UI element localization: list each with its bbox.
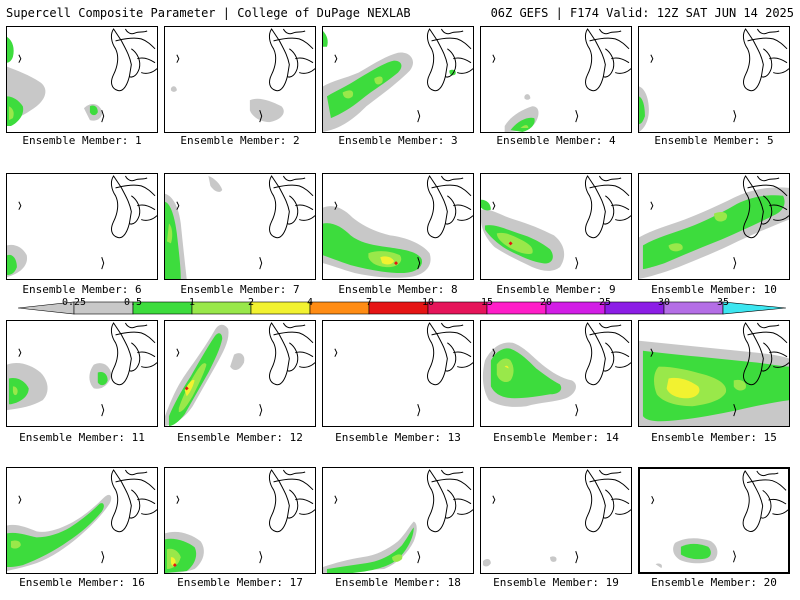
ensemble-member-label: Ensemble Member: 19	[493, 576, 619, 589]
scp-contour-map	[165, 175, 315, 279]
ensemble-member-14-map	[480, 320, 632, 427]
colorbar-tick-label: 35	[716, 297, 730, 308]
ensemble-member-label: Ensemble Member: 1	[22, 134, 142, 147]
scp-contour-map	[170, 28, 315, 123]
scp-contour-map	[7, 28, 157, 127]
ensemble-member-18-map	[322, 467, 474, 574]
colorbar-tick-label: 4	[306, 297, 314, 308]
scp-contour-map	[165, 469, 315, 573]
scp-contour-map	[482, 322, 631, 417]
ensemble-member-16-map	[6, 467, 158, 574]
ensemble-member-label: Ensemble Member: 7	[180, 283, 300, 296]
ensemble-member-label: Ensemble Member: 2	[180, 134, 300, 147]
colorbar-segment	[663, 301, 724, 315]
ensemble-member-20-map	[638, 467, 790, 574]
colorbar-segment	[486, 301, 547, 315]
colorbar-tick-label: 7	[365, 297, 373, 308]
ensemble-member-3-map	[322, 26, 474, 133]
scp-contour-map	[7, 469, 157, 572]
colorbar-tick-label: 25	[598, 297, 612, 308]
colorbar-tick-label: 30	[657, 297, 671, 308]
ensemble-member-19-map	[480, 467, 632, 574]
ensemble-member-label: Ensemble Member: 10	[651, 283, 777, 296]
ensemble-member-11-map	[6, 320, 158, 427]
scp-contour-map	[165, 322, 315, 426]
colorbar-tick-label: 0.25	[61, 297, 87, 308]
colorbar-tick-label: 1	[188, 297, 196, 308]
ensemble-member-label: Ensemble Member: 13	[335, 431, 461, 444]
colorbar-tick-label: 2	[247, 297, 255, 308]
scp-contour-map	[639, 175, 789, 279]
colorbar-tick-label: 10	[421, 297, 435, 308]
colorbar-tick-label: 15	[480, 297, 494, 308]
ensemble-member-label: Ensemble Member: 16	[19, 576, 145, 589]
colorbar-legend	[18, 301, 786, 315]
ensemble-member-label: Ensemble Member: 8	[338, 283, 458, 296]
colorbar-segment	[545, 301, 606, 315]
scp-contour-map	[7, 175, 157, 278]
ensemble-member-label: Ensemble Member: 3	[338, 134, 458, 147]
ensemble-member-label: Ensemble Member: 6	[22, 283, 142, 296]
scp-contour-map	[639, 322, 789, 426]
colorbar-segment	[604, 301, 665, 315]
scp-contour-map	[323, 469, 473, 573]
colorbar-tick-label: 20	[539, 297, 553, 308]
scp-contour-map	[482, 469, 631, 567]
ensemble-member-17-map	[164, 467, 316, 574]
scp-contour-map	[492, 28, 631, 132]
ensemble-member-label: Ensemble Member: 15	[651, 431, 777, 444]
colorbar-tick-label: 0.5	[123, 297, 143, 308]
colorbar-segment	[191, 301, 252, 315]
ensemble-member-10-map	[638, 173, 790, 280]
scp-contour-map	[639, 28, 789, 132]
scp-contour-map	[334, 322, 473, 417]
ensemble-member-label: Ensemble Member: 14	[493, 431, 619, 444]
scp-contour-map	[651, 470, 788, 569]
ensemble-member-label: Ensemble Member: 5	[654, 134, 774, 147]
ensemble-member-1-map	[6, 26, 158, 133]
colorbar-segment	[368, 301, 429, 315]
ensemble-member-label: Ensemble Member: 4	[496, 134, 616, 147]
ensemble-member-9-map	[480, 173, 632, 280]
scp-contour-map	[323, 175, 473, 278]
ensemble-member-4-map	[480, 26, 632, 133]
ensemble-member-13-map	[322, 320, 474, 427]
scp-contour-map	[323, 28, 473, 132]
ensemble-member-6-map	[6, 173, 158, 280]
colorbar-arrow-right	[722, 301, 786, 315]
ensemble-member-12-map	[164, 320, 316, 427]
scp-contour-map	[481, 175, 631, 271]
ensemble-member-8-map	[322, 173, 474, 280]
ensemble-member-label: Ensemble Member: 12	[177, 431, 303, 444]
ensemble-member-15-map	[638, 320, 790, 427]
ensemble-member-label: Ensemble Member: 17	[177, 576, 303, 589]
header-valid-time: 06Z GEFS | F174 Valid: 12Z SAT JUN 14 20…	[490, 6, 794, 20]
colorbar-segment	[309, 301, 370, 315]
ensemble-member-2-map	[164, 26, 316, 133]
header-title: Supercell Composite Parameter | College …	[6, 6, 411, 20]
ensemble-member-label: Ensemble Member: 20	[651, 576, 777, 589]
ensemble-member-5-map	[638, 26, 790, 133]
ensemble-member-label: Ensemble Member: 9	[496, 283, 616, 296]
ensemble-member-7-map	[164, 173, 316, 280]
ensemble-member-label: Ensemble Member: 11	[19, 431, 145, 444]
colorbar-segment	[250, 301, 311, 315]
scp-contour-map	[7, 322, 157, 417]
colorbar-segment	[427, 301, 488, 315]
ensemble-member-label: Ensemble Member: 18	[335, 576, 461, 589]
